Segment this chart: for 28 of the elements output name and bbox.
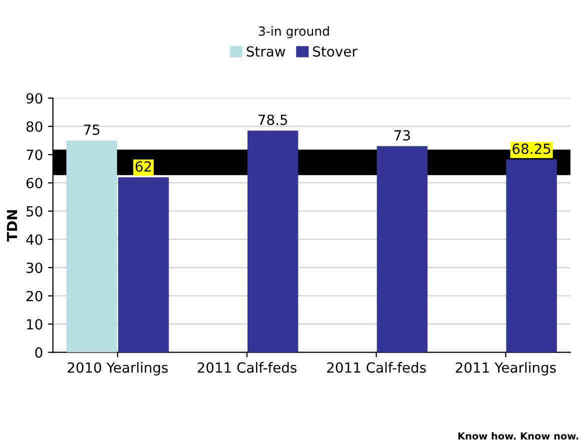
y-tick-label: 0: [35, 347, 42, 358]
y-tick-label: 20: [26, 290, 42, 302]
y-tick-label: 80: [26, 121, 42, 132]
x-tick-label: 2011 Calf-feds: [198, 362, 297, 373]
y-tick-label: 30: [26, 262, 42, 274]
y-tick-label: 90: [26, 93, 42, 104]
data-label: 78.5: [258, 114, 288, 126]
x-tick-label: 2011 Yearlings: [456, 362, 556, 376]
x-tick-label: 2011 Calf-feds: [327, 362, 426, 373]
data-label: 73: [394, 130, 410, 141]
y-axis-title: TDN: [6, 210, 18, 242]
bar: [247, 130, 298, 352]
y-tick-label: 70: [26, 150, 42, 160]
bar: [376, 146, 428, 352]
y-tick-label: 10: [27, 319, 42, 330]
data-label: 62: [136, 161, 151, 172]
data-label: 75: [84, 124, 100, 135]
y-tick-label: 50: [26, 206, 42, 217]
chart-title: 3-in ground: [258, 26, 329, 38]
y-tick-label: 40: [26, 234, 42, 245]
bar: [66, 140, 118, 352]
y-tick-label: 60: [26, 178, 42, 188]
legend-label: Straw: [246, 46, 286, 57]
data-label: 68.25: [512, 144, 550, 154]
text: Know how. Know now.: [458, 432, 578, 440]
x-tick-label: 2010 Yearlings: [68, 362, 168, 376]
bar: [118, 177, 169, 352]
legend-label: Stover: [313, 46, 358, 57]
